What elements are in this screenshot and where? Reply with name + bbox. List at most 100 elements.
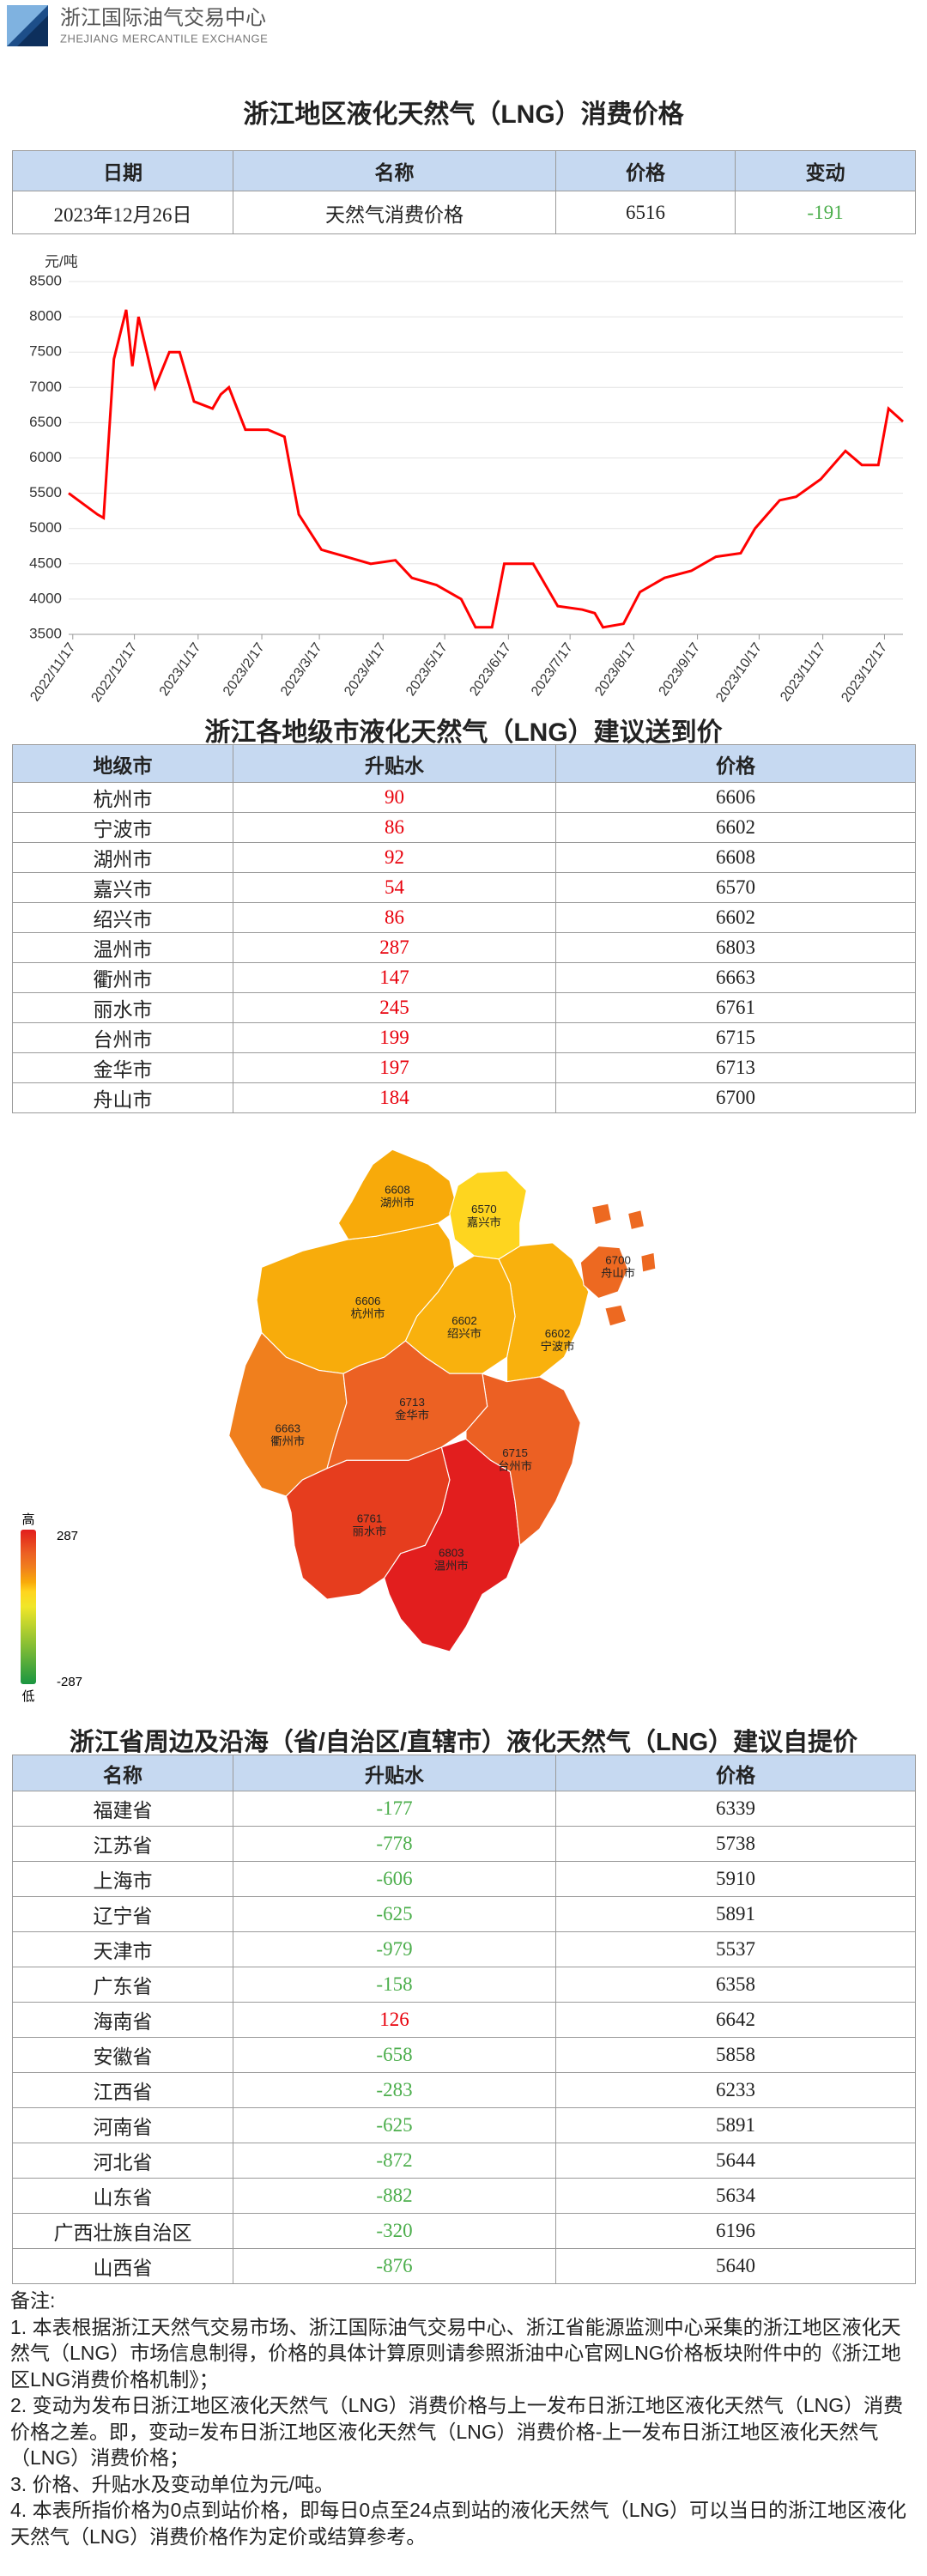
table-row: 温州市 287 6803 [12,932,916,963]
header-cell: 价格 [555,150,736,191]
table-cell: 宁波市 [12,812,233,843]
table-cell: 江西省 [12,2072,233,2108]
legend-high: 高 [21,1512,34,1527]
table-row: 衢州市 147 6663 [12,962,916,993]
table-cell: 6761 [555,992,916,1023]
table-cell: 6233 [555,2072,916,2108]
table-cell: -979 [233,1931,556,1967]
table-cell: 6602 [555,902,916,933]
table-cell: 5891 [555,1896,916,1932]
table-cell: 安徽省 [12,2037,233,2073]
table-cell: 2023年12月26日 [12,191,233,234]
table-cell: 上海市 [12,1861,233,1897]
notes-heading: 备注: [10,2289,56,2312]
table-row: 杭州市 90 6606 [12,782,916,813]
table-cell: 245 [233,992,556,1023]
table-row: 上海市 -606 5910 [12,1861,916,1897]
logo-shape [7,5,48,46]
logo: 浙江国际油气交易中心 ZHEJIANG MERCANTILE EXCHANGE [7,5,268,46]
table-row: 山东省 -882 5634 [12,2178,916,2214]
table-cell: 6196 [555,2213,916,2249]
table-cell: 天津市 [12,1931,233,1967]
table-header: 地级市 升贴水 价格 [12,744,916,783]
table-cell: 山西省 [12,2248,233,2284]
table-row: 河北省 -872 5644 [12,2143,916,2179]
x-tick-label: 2022/11/17 [27,640,78,704]
table-cell: 6713 [555,1052,916,1083]
y-tick-label: 6000 [29,449,62,465]
table-cell: -283 [233,2072,556,2108]
table-cell: 广西壮族自治区 [12,2213,233,2249]
table-cell: 5640 [555,2248,916,2284]
table-cell: 辽宁省 [12,1896,233,1932]
x-tick-label: 2023/6/17 [467,640,514,699]
table-cell: 5634 [555,2178,916,2214]
table-cell: 衢州市 [12,962,233,993]
x-tick-label: 2022/12/17 [88,640,140,705]
table-row: 海南省 126 6642 [12,2002,916,2038]
header-cell: 价格 [555,1755,916,1791]
x-tick-label: 2023/1/17 [157,640,204,699]
table-row: 广东省 -158 6358 [12,1967,916,2003]
legend-max: 287 [57,1529,78,1543]
table-cell: 海南省 [12,2002,233,2038]
table-cell: 5891 [555,2107,916,2143]
table-cell: -320 [233,2213,556,2249]
map-region [337,1149,459,1240]
map-city-label: 舟山市 [601,1266,635,1280]
table-row: 河南省 -625 5891 [12,2107,916,2143]
table-cell: 147 [233,962,556,993]
table-cell: 福建省 [12,1791,233,1827]
table-cell: -625 [233,1896,556,1932]
table-header: 名称 升贴水 价格 [12,1755,916,1791]
y-tick-label: 4000 [29,590,62,606]
table-cell: 6663 [555,962,916,993]
map-price-label: 6606 [355,1294,381,1307]
data-table: 地级市 升贴水 价格 杭州市 90 6606 宁波市 86 6602 湖州市 92 6608 嘉兴市 54… [12,744,916,1113]
table-cell: -872 [233,2143,556,2179]
map-city-label: 衢州市 [270,1434,305,1448]
legend-min: -287 [57,1675,82,1689]
table-row: 舟山市 184 6700 [12,1082,916,1113]
map-city-label: 嘉兴市 [467,1215,501,1228]
table-cell: 6602 [555,812,916,843]
x-tick-label: 2023/5/17 [403,640,451,699]
x-tick-label: 2023/2/17 [221,640,268,699]
table-cell: 6358 [555,1967,916,2003]
table-row: 台州市 199 6715 [12,1022,916,1053]
table-cell: 5537 [555,1931,916,1967]
table-cell: 广东省 [12,1967,233,2003]
table-cell: -606 [233,1861,556,1897]
map-price-label: 6663 [275,1421,300,1434]
x-tick-label: 2023/7/17 [529,640,576,699]
y-tick-label: 4500 [29,555,62,571]
map-price-label: 6700 [605,1253,631,1266]
x-tick-label: 2023/10/17 [713,640,765,705]
line-chart: 元/吨 3500 4000 4500 5000 5500 6000 6500 7000 7500 8… [27,253,905,705]
y-tick-label: 7500 [29,343,62,360]
table-cell: -625 [233,2107,556,2143]
y-axis-label: 元/吨 [45,253,78,270]
table-cell: 舟山市 [12,1082,233,1113]
table-row: 金华市 197 6713 [12,1052,916,1083]
y-tick-label: 5000 [29,519,62,536]
map-region [579,1203,657,1327]
table-cell: -882 [233,2178,556,2214]
table-row: 嘉兴市 54 6570 [12,872,916,903]
header-cell: 地级市 [12,744,233,783]
map-price-label: 6602 [545,1327,571,1340]
map-city-label: 金华市 [395,1408,429,1421]
table-row: 安徽省 -658 5858 [12,2037,916,2073]
table-cell: -658 [233,2037,556,2073]
x-tick-label: 2023/8/17 [592,640,639,699]
org-name-en: ZHEJIANG MERCANTILE EXCHANGE [60,32,268,45]
map-city-label: 杭州市 [351,1306,385,1320]
table-cell: 6803 [555,932,916,963]
map: 6606杭州市6602宁波市6608湖州市6570嘉兴市6602绍兴市6803温… [21,1149,657,1704]
table-cell: 197 [233,1052,556,1083]
table-cell: 6516 [555,191,736,234]
table-cell: -778 [233,1826,556,1862]
notes: 备注: 1. 本表根据浙江天然气交易市场、浙江国际油气交易中心、浙江省能源监测中… [10,2288,918,2549]
map-city-label: 湖州市 [380,1196,415,1209]
map-city-label: 绍兴市 [447,1326,482,1340]
